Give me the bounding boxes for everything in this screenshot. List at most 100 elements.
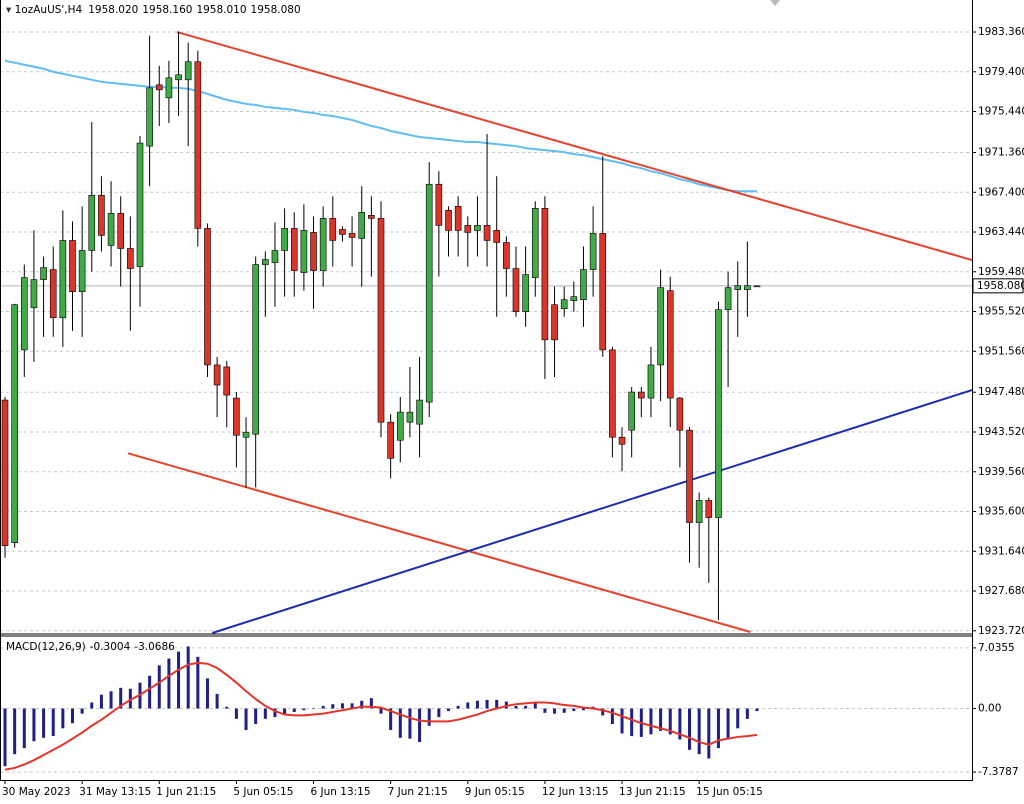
candle-body bbox=[541, 208, 549, 341]
candle-body bbox=[377, 218, 385, 423]
histogram-bar bbox=[90, 702, 94, 709]
x-tick-label: 9 Jun 05:15 bbox=[465, 786, 525, 798]
candle-body bbox=[49, 269, 57, 319]
histogram-bar bbox=[668, 708, 672, 735]
y-tick-label: 1963.440 bbox=[978, 226, 1024, 238]
histogram-bar bbox=[196, 656, 200, 709]
y-tick-label: 1951.560 bbox=[978, 345, 1024, 357]
x-tick-label: 30 May 2023 bbox=[2, 786, 70, 798]
candle-body bbox=[59, 240, 67, 319]
header-value: 1958.080 bbox=[251, 4, 301, 16]
label-layer: 30 May 2023 31 May 13:15 1 Jun 21:15 5 Jun … bbox=[2, 26, 1024, 798]
candle-body bbox=[262, 259, 269, 265]
histogram-bar bbox=[340, 703, 344, 709]
y-tick-label: 1971.360 bbox=[978, 147, 1024, 159]
histogram-bar bbox=[99, 694, 103, 709]
candle-body bbox=[223, 366, 231, 396]
header-value: -3.0686 bbox=[134, 641, 175, 653]
candle-body bbox=[136, 142, 144, 267]
x-tick-label: 6 Jun 13:15 bbox=[311, 786, 371, 798]
candle-body bbox=[329, 218, 337, 241]
histogram-bar bbox=[697, 708, 701, 755]
y-tick-label: 1979.400 bbox=[978, 66, 1024, 78]
histogram-bar bbox=[533, 703, 537, 709]
y-tick-label: 1927.680 bbox=[978, 585, 1024, 597]
candle-body bbox=[233, 397, 240, 436]
last-price-label: 1958.080 bbox=[977, 280, 1024, 292]
histogram-bar bbox=[205, 678, 209, 709]
histogram-bar bbox=[446, 708, 450, 712]
candle-body bbox=[20, 277, 28, 351]
histogram-bar bbox=[581, 708, 585, 711]
candle-body bbox=[1, 399, 9, 546]
histogram-bar bbox=[610, 708, 614, 725]
candle-body bbox=[425, 183, 433, 403]
candle-body bbox=[686, 429, 693, 523]
candle-body bbox=[204, 228, 211, 366]
histogram-bar bbox=[389, 708, 393, 731]
candle-body bbox=[165, 77, 173, 99]
candle-body bbox=[464, 225, 472, 233]
histogram-bar bbox=[22, 708, 26, 749]
candle-body bbox=[339, 229, 346, 235]
histogram-bar bbox=[167, 658, 171, 709]
candle-body bbox=[290, 228, 298, 271]
y-tick-label: 7.0355 bbox=[978, 642, 1015, 654]
histogram-bar bbox=[726, 708, 730, 739]
histogram-bar bbox=[716, 708, 720, 749]
candle-body bbox=[522, 274, 529, 313]
x-tick-label: 12 Jun 13:15 bbox=[542, 786, 609, 798]
histogram-bar bbox=[273, 708, 277, 718]
histogram-bar bbox=[360, 700, 364, 709]
candle-body bbox=[98, 194, 105, 236]
candle-body bbox=[252, 264, 259, 435]
y-tick-label: 1923.720 bbox=[978, 625, 1024, 637]
histogram-bar bbox=[524, 705, 528, 709]
candle-body bbox=[570, 296, 578, 301]
candle-body bbox=[454, 206, 462, 231]
histogram-bar bbox=[148, 675, 152, 709]
histogram-bar bbox=[283, 708, 287, 714]
candle-body bbox=[705, 500, 713, 518]
header-value: 1958.020 bbox=[88, 4, 138, 16]
candle-body bbox=[368, 215, 375, 219]
candle-body bbox=[531, 208, 539, 278]
price-header: ▾ 1ozAuUS',H4 1958.020 1958.160 1958.010 195… bbox=[6, 4, 301, 16]
x-tick-label: 31 May 13:15 bbox=[79, 786, 151, 798]
x-tick-label: 13 Jun 21:15 bbox=[619, 786, 686, 798]
histogram-bar bbox=[456, 705, 460, 709]
y-tick-label: 1935.600 bbox=[978, 506, 1024, 518]
candle-body bbox=[618, 436, 626, 445]
histogram-bar bbox=[572, 708, 576, 712]
candle-body bbox=[127, 248, 134, 269]
candle-body bbox=[666, 290, 674, 399]
candle-body bbox=[281, 228, 288, 251]
histogram-bar bbox=[562, 708, 566, 713]
histogram-bar bbox=[707, 708, 711, 759]
histogram-bar bbox=[42, 708, 46, 738]
candle-body bbox=[319, 218, 327, 271]
candle-body bbox=[493, 230, 501, 243]
histogram-bar bbox=[321, 705, 325, 709]
histogram-bar bbox=[553, 708, 557, 714]
y-tick-label: -7.3787 bbox=[978, 766, 1019, 778]
histogram-bar bbox=[292, 708, 296, 712]
histogram-bar bbox=[157, 665, 161, 709]
histogram-bar bbox=[51, 708, 55, 737]
candle-body bbox=[271, 250, 279, 263]
candle-body bbox=[358, 212, 366, 239]
candle-body bbox=[753, 285, 761, 288]
y-tick-label: 1967.400 bbox=[978, 186, 1024, 198]
candle-body bbox=[117, 213, 125, 249]
mark-layer bbox=[0, 31, 973, 771]
candle-body bbox=[242, 431, 250, 438]
header-icon: ▾ bbox=[6, 4, 15, 16]
candle-body bbox=[396, 411, 404, 441]
histogram-bar bbox=[745, 708, 749, 719]
candle-body bbox=[300, 230, 308, 273]
histogram-bar bbox=[649, 708, 653, 735]
candle-body bbox=[744, 285, 751, 290]
candle-body bbox=[146, 87, 153, 147]
